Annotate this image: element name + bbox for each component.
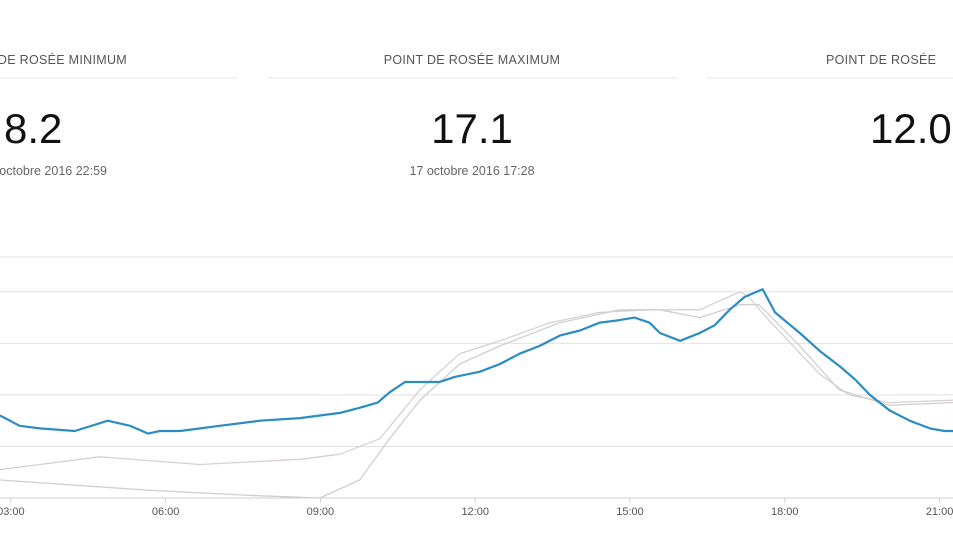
chart: 03:00 06:00 09:00 12:00 15:00 18:00 21:00 [0, 288, 953, 518]
card-value: 8.2 [4, 105, 62, 152]
card-title: POINT DE ROSÉE [826, 52, 936, 67]
card-date: 17 octobre 2016 17:28 [409, 164, 534, 178]
x-tick-label: 06:00 [152, 506, 180, 518]
card-date: octobre 2016 22:59 [0, 164, 107, 178]
series-line [0, 304, 953, 499]
x-tick-label: 21:00 [926, 506, 953, 518]
series-line [0, 291, 953, 471]
card: POINT DE ROSÉE MAXIMUM 17.1 17 octobre 2… [268, 52, 677, 178]
x-tick-label: 12:00 [461, 506, 489, 518]
x-tick-label: 18:00 [771, 506, 799, 518]
card-title: POINT DE ROSÉE MAXIMUM [384, 52, 561, 67]
card-value: 12.0 [870, 105, 952, 152]
card: POINT DE ROSÉE MINIMUM 8.2 octobre 2016 … [0, 52, 238, 178]
series-line [0, 288, 953, 435]
x-tick-label: 09:00 [307, 506, 335, 518]
card-value: 17.1 [431, 105, 513, 152]
card-title: POINT DE ROSÉE MINIMUM [0, 52, 127, 67]
x-tick-label: 15:00 [616, 506, 644, 518]
card: POINT DE ROSÉE 12.0 [706, 52, 953, 152]
x-tick-label: 03:00 [0, 506, 25, 518]
